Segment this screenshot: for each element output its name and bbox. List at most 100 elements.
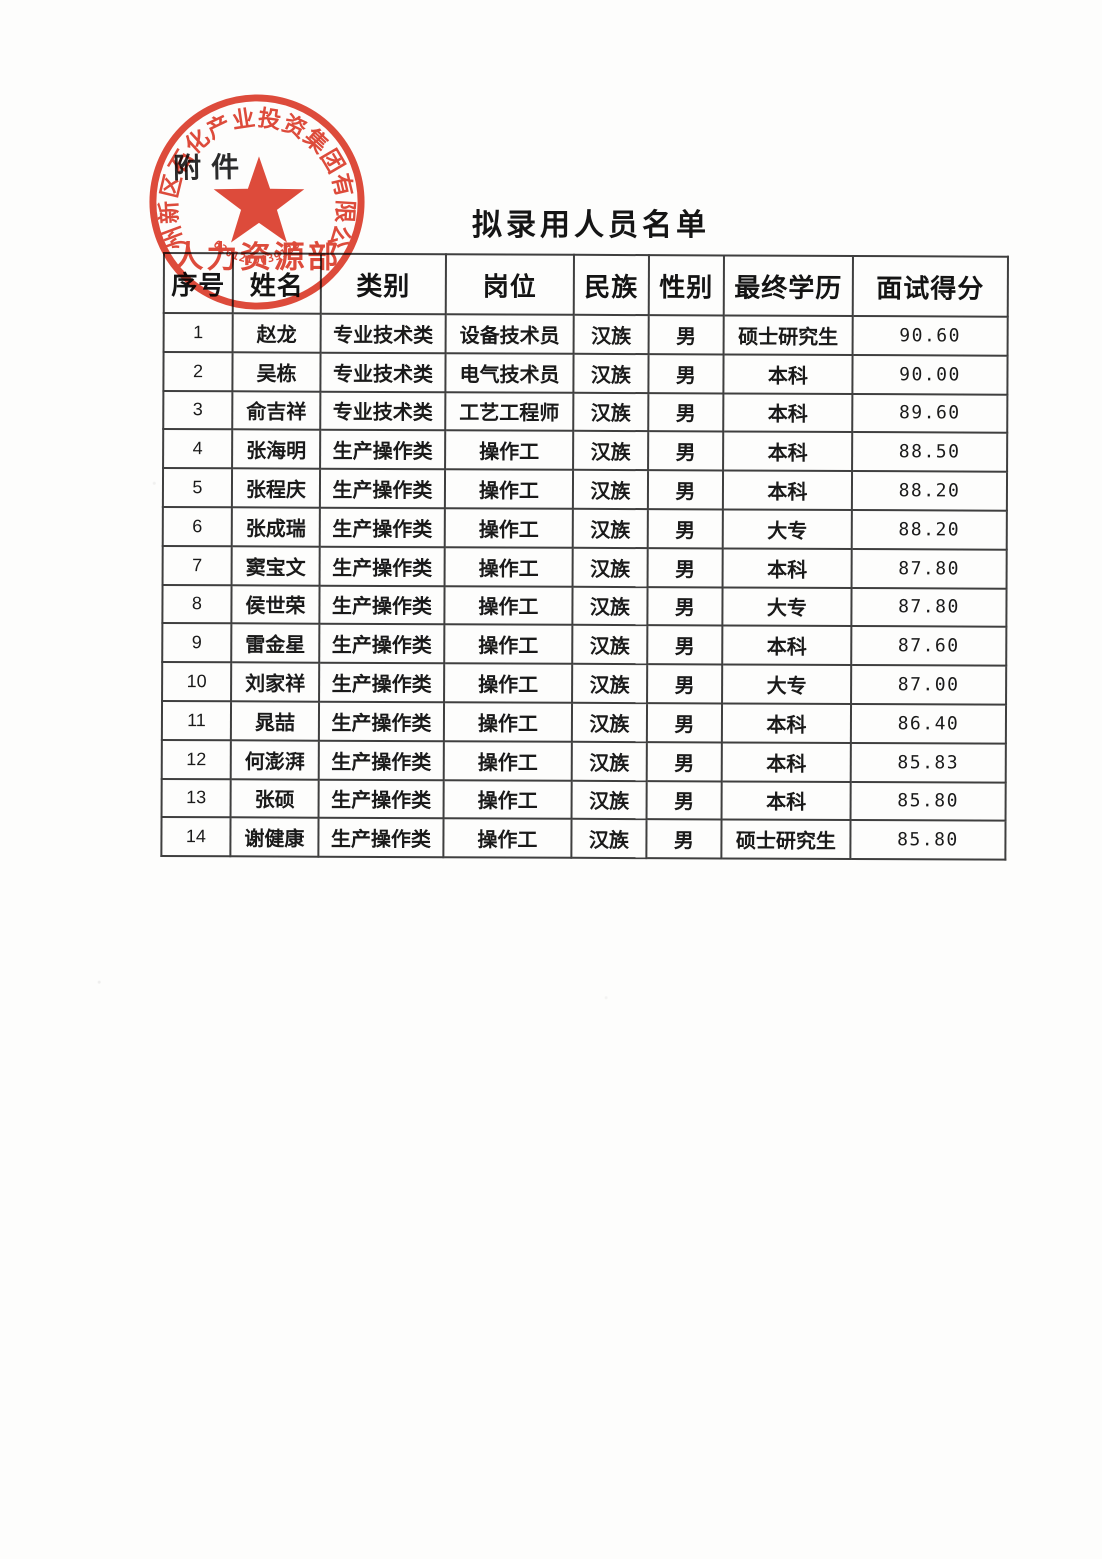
table-cell: 87.80: [851, 587, 1007, 628]
table-cell: 男: [647, 625, 723, 665]
table-cell: 生产操作类: [318, 701, 445, 741]
table-body: 1 赵龙 专业技术类 设备技术员 汉族男硕士研究生 90.60 2 吴栋 专业技术类 电气技术员汉…: [161, 313, 1008, 860]
table-cell: 晁喆: [230, 701, 320, 741]
table-cell: 男: [647, 586, 723, 626]
table-cell: 86.40: [850, 703, 1007, 744]
table-cell: 85.83: [850, 742, 1006, 783]
table-cell: 赵龙: [232, 313, 321, 353]
table-cell: 89.60: [852, 393, 1008, 434]
table-cell: 俞吉祥: [232, 390, 321, 431]
table-cell: 生产操作类: [320, 430, 446, 470]
table-cell: 男: [646, 741, 722, 782]
table-cell: 1: [163, 313, 233, 353]
table-cell: 操作工: [443, 702, 573, 742]
table-cell: 专业技术类: [320, 313, 446, 354]
table-cell: 11: [161, 700, 232, 741]
table-cell: 6: [162, 506, 232, 547]
seal-graphic: 兰州新区石化产业投资集团有限公司 人力资源部 6201210039130: [131, 67, 365, 310]
table-cell: 操作工: [444, 469, 574, 509]
hire-table-container: 序号 姓名 类别 岗位 民族 性别 最终学历 面试得分 1 赵龙 专业技术类 设备技术员 汉族男硕士研…: [160, 252, 1009, 861]
table-row: 6 张成瑞 生产操作类 操作工 汉族男大专 88.20: [162, 506, 1007, 550]
table-cell: 吴栋: [232, 352, 321, 392]
table-cell: 男: [648, 392, 724, 432]
table-cell: 汉族: [572, 469, 649, 510]
table-cell: 生产操作类: [318, 740, 444, 780]
table-row: 14 谢健康 生产操作类 操作工 汉族男硕士研究生 85.80: [161, 817, 1006, 860]
table-cell: 汉族: [573, 431, 649, 471]
table-cell: 操作工: [444, 508, 573, 548]
table-cell: 男: [646, 703, 723, 743]
table-row: 4 张海明 生产操作类 操作工 汉族男本科 88.50: [163, 429, 1008, 472]
table-row: 3 俞吉祥 专业技术类 工艺工程师 汉族男本科 89.60: [163, 390, 1008, 434]
table-cell: 操作工: [443, 818, 572, 858]
table-cell: 4: [163, 429, 233, 469]
table-cell: 操作工: [444, 585, 573, 626]
table-cell: 汉族: [572, 663, 648, 704]
table-cell: 汉族: [572, 547, 648, 587]
table-cell: 本科: [721, 781, 851, 821]
table-cell: 本科: [722, 548, 852, 588]
table-cell: 大专: [722, 509, 852, 549]
table-cell: 男: [647, 664, 723, 704]
table-cell: 本科: [723, 431, 853, 472]
table-cell: 88.20: [851, 471, 1008, 511]
table-cell: 90.00: [852, 354, 1008, 395]
column-header: 民族: [573, 254, 649, 316]
table-cell: 汉族: [572, 508, 648, 548]
table-cell: 汉族: [571, 741, 647, 781]
table-cell: 男: [646, 819, 722, 859]
hire-list-table: 序号 姓名 类别 岗位 民族 性别 最终学历 面试得分 1 赵龙 专业技术类 设备技术员 汉族男硕士研…: [160, 252, 1009, 861]
table-cell: 本科: [721, 742, 851, 782]
table-cell: 男: [648, 315, 724, 355]
table-cell: 90.60: [852, 316, 1008, 356]
table-cell: 电气技术员: [445, 353, 574, 393]
table-row: 8 侯世荣 生产操作类 操作工 汉族男大专 87.80: [162, 584, 1007, 628]
table-cell: 5: [162, 468, 233, 508]
table-cell: 张海明: [232, 429, 321, 469]
table-cell: 本科: [723, 354, 853, 394]
table-row: 10 刘家祥 生产操作类 操作工 汉族男大专 87.00: [162, 662, 1007, 705]
table-cell: 汉族: [572, 625, 648, 665]
table-cell: 操作工: [444, 547, 573, 587]
table-cell: 刘家祥: [231, 662, 320, 702]
seal-ring: [149, 94, 365, 310]
table-cell: 2: [163, 351, 233, 391]
table-cell: 生产操作类: [319, 662, 445, 703]
table-cell: 操作工: [443, 779, 572, 820]
table-cell: 87.00: [851, 665, 1007, 705]
page-title: 拟录用人员名单: [472, 209, 710, 242]
company-seal: 兰州新区石化产业投资集团有限公司 人力资源部 6201210039130: [131, 67, 371, 316]
table-cell: 87.80: [851, 548, 1007, 589]
table-cell: 硕士研究生: [721, 819, 851, 860]
table-cell: 88.50: [852, 432, 1008, 472]
table-cell: 汉族: [573, 392, 649, 432]
table-cell: 操作工: [444, 624, 573, 664]
table-cell: 生产操作类: [319, 546, 445, 586]
table-row: 13 张硕 生产操作类 操作工 汉族男本科 85.80: [161, 778, 1006, 822]
table-cell: 本科: [723, 393, 853, 433]
table-row: 1 赵龙 专业技术类 设备技术员 汉族男硕士研究生 90.60: [163, 313, 1008, 356]
table-row: 11 晁喆 生产操作类 操作工 汉族男本科 86.40: [161, 700, 1007, 744]
table-cell: 14: [161, 817, 231, 857]
table-cell: 谢健康: [230, 817, 319, 857]
table-cell: 3: [163, 390, 233, 430]
table-cell: 本科: [722, 470, 853, 510]
table-cell: 操作工: [443, 740, 572, 781]
table-cell: 操作工: [444, 663, 573, 703]
table-cell: 大专: [722, 587, 852, 627]
table-cell: 本科: [721, 703, 852, 743]
table-cell: 12: [161, 739, 231, 779]
table-cell: 生产操作类: [319, 624, 445, 664]
column-header: 最终学历: [723, 255, 853, 317]
table-cell: 汉族: [571, 780, 647, 820]
table-cell: 窦宝文: [231, 546, 320, 586]
table-cell: 男: [648, 353, 724, 394]
table-cell: 何澎湃: [230, 740, 319, 780]
table-cell: 88.20: [851, 509, 1007, 550]
table-row: 5 张程庆 生产操作类 操作工 汉族男本科 88.20: [162, 468, 1008, 511]
table-cell: 本科: [722, 625, 852, 666]
seal-star-icon: [213, 156, 305, 243]
table-cell: 7: [162, 545, 232, 585]
table-cell: 汉族: [572, 586, 648, 626]
